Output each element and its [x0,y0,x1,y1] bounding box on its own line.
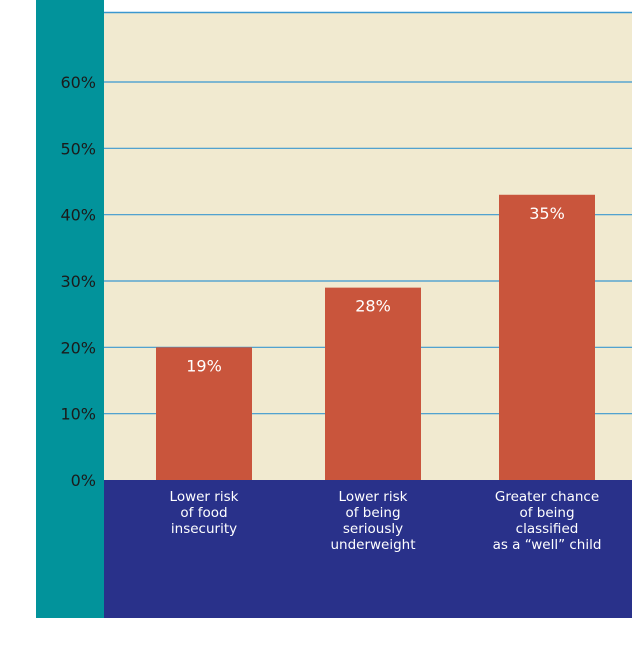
bar-value-label: 19% [186,356,222,375]
category-band [104,480,632,618]
category-labels: Lower risk of food insecurity Lower risk of … [170,489,602,553]
y-tick-label: 40% [60,206,96,225]
y-tick-label: 0% [71,471,96,490]
bar-value-label: 35% [529,204,565,223]
y-tick-label: 60% [60,73,96,92]
bar-value-label: 28% [355,297,391,316]
y-tick-label: 20% [60,338,96,357]
bar [499,194,595,480]
bar [325,287,421,480]
y-axis-band [36,0,104,618]
y-tick-label: 10% [60,405,96,424]
y-tick-label: 50% [60,139,96,158]
y-tick-label: 30% [60,272,96,291]
category-label: Lower risk of food insecurity [170,489,239,537]
bar [156,347,252,480]
y-axis-ticks: 0% 10% 20% 30% 40% 50% 60% [60,73,96,490]
category-label: Greater chance of being classified as a “we… [493,489,602,553]
bars: 19% 28% 35% [156,194,595,480]
category-label: Lower risk of being seriously underweight [330,489,415,553]
